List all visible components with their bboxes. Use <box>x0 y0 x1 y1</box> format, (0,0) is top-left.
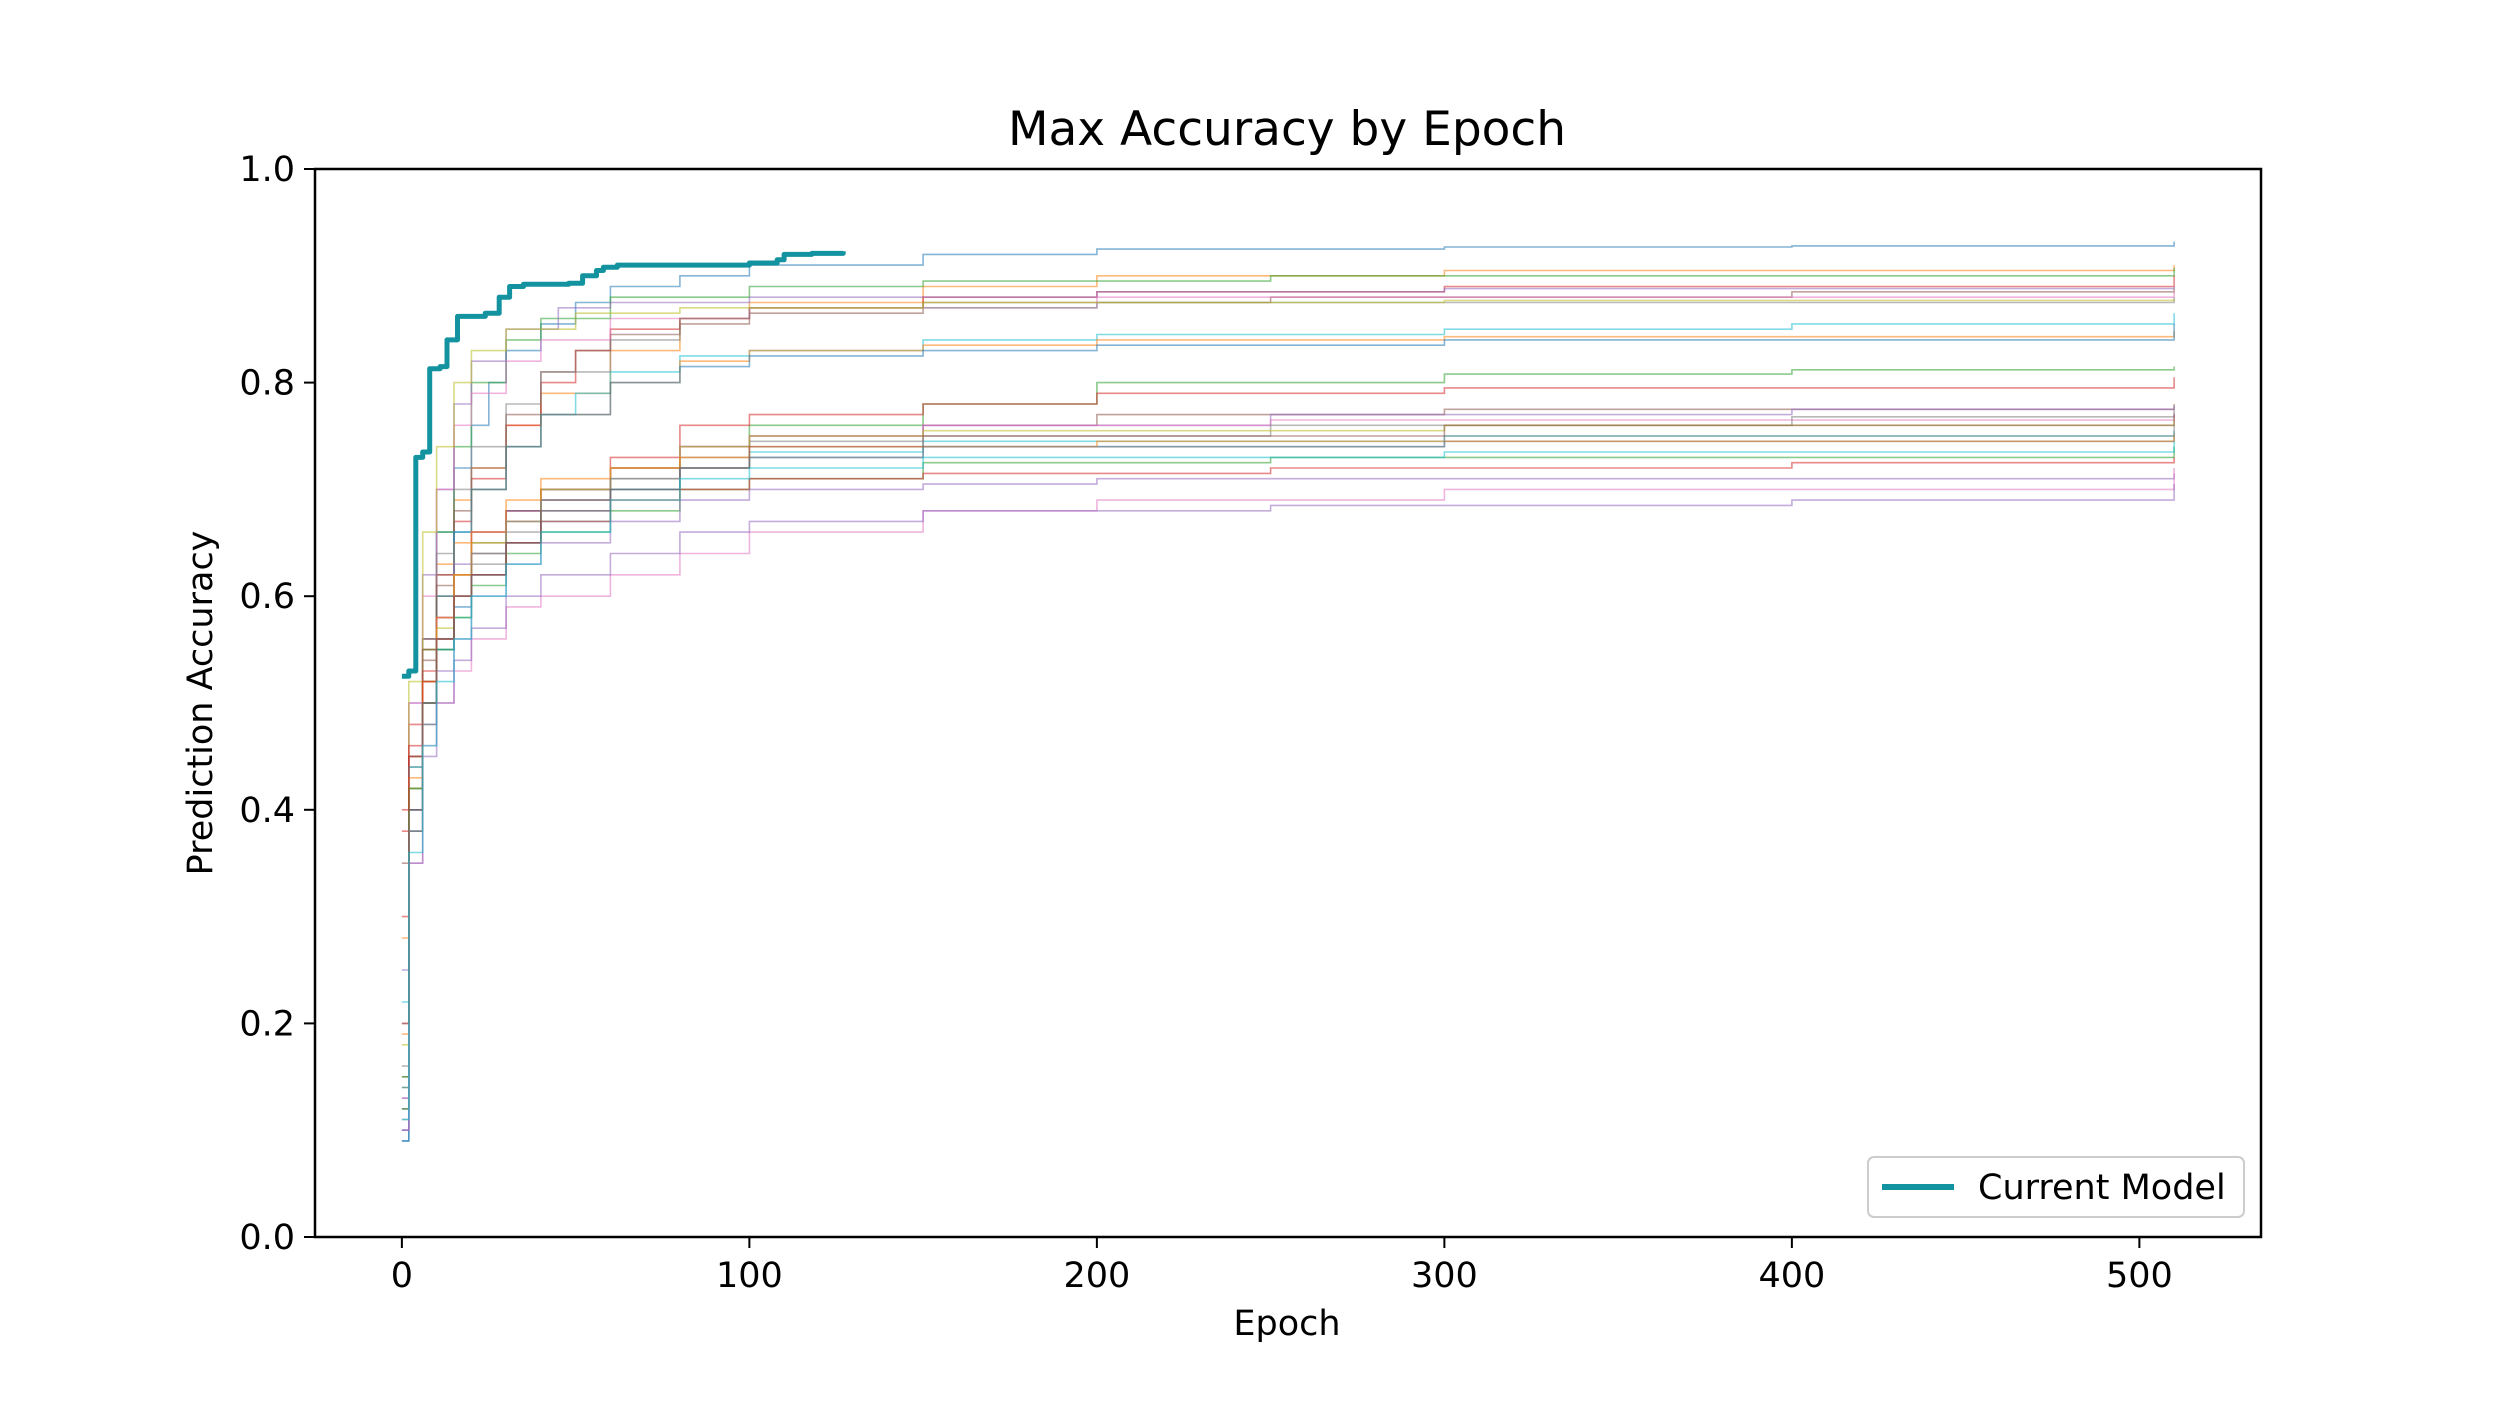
y-tick-label: 0.4 <box>239 791 295 831</box>
plot-frame <box>313 167 2263 1239</box>
x-tick-label: 100 <box>716 1256 783 1296</box>
y-tick-label: 0.8 <box>239 364 295 404</box>
background-series-line-30 <box>401 441 2175 1121</box>
x-tick-label: 0 <box>391 1256 413 1296</box>
background-series-line-27 <box>401 484 2175 1131</box>
y-tick-label: 0.0 <box>239 1218 295 1258</box>
x-tick-label: 400 <box>1758 1256 1825 1296</box>
legend-box <box>1867 1156 2245 1218</box>
legend: Current Model <box>1867 1156 2245 1218</box>
current-model-series-line <box>401 250 846 679</box>
x-tick-label: 200 <box>1063 1256 1130 1296</box>
y-tick-label: 0.2 <box>239 1004 295 1044</box>
x-tick-label: 500 <box>2106 1256 2173 1296</box>
legend-label-current-model: Current Model <box>1978 1168 2226 1208</box>
y-axis-label: Prediction Accuracy <box>181 531 221 876</box>
plot-area <box>313 167 2263 1239</box>
chart-title: Max Accuracy by Epoch <box>1008 102 1566 157</box>
y-tick-label: 1.0 <box>239 150 295 190</box>
x-axis: 0 100 200 300 400 500 <box>391 1237 2173 1296</box>
y-tick-label: 0.6 <box>239 577 295 617</box>
series-group <box>401 241 2175 1142</box>
y-axis: 0.0 0.2 0.4 0.6 0.8 1.0 <box>239 150 315 1258</box>
x-axis-label: Epoch <box>1233 1304 1340 1344</box>
x-tick-label: 300 <box>1411 1256 1478 1296</box>
background-series-line-9 <box>401 299 2175 1089</box>
